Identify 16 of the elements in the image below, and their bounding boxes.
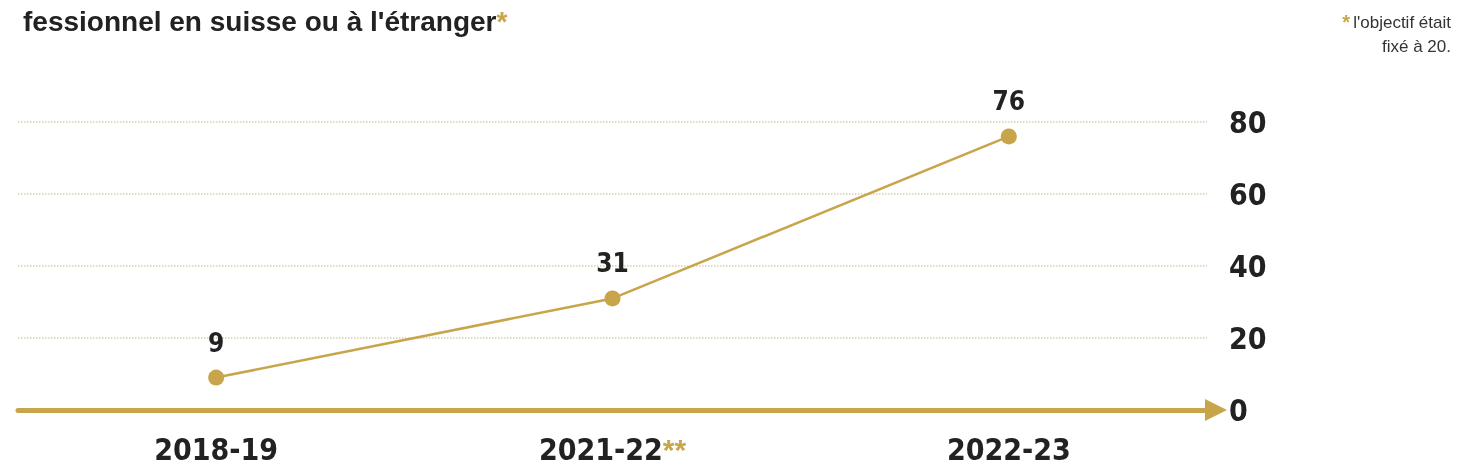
data-label: 9 xyxy=(208,327,225,358)
y-tick-label: 40 xyxy=(1229,248,1267,284)
data-label: 31 xyxy=(596,248,629,279)
chart-title: fessionnel en suisse ou à l'étranger* xyxy=(23,5,508,37)
text: * l'objectif était fixé à 20. xyxy=(1342,11,1452,56)
y-tick-label: 20 xyxy=(1229,320,1267,356)
y-tick-label: 60 xyxy=(1229,176,1267,212)
data-label: 76 xyxy=(992,86,1026,117)
x-tick-label: 2018-19 xyxy=(154,431,279,467)
y-tick-label: 80 xyxy=(1229,104,1267,140)
point xyxy=(208,369,225,386)
point xyxy=(1000,128,1017,145)
x-tick-label: 2022-23 xyxy=(946,431,1071,467)
y-tick-label: 0 xyxy=(1229,392,1248,428)
point xyxy=(604,290,621,307)
x-tick-label: 2021-22** xyxy=(538,431,687,467)
